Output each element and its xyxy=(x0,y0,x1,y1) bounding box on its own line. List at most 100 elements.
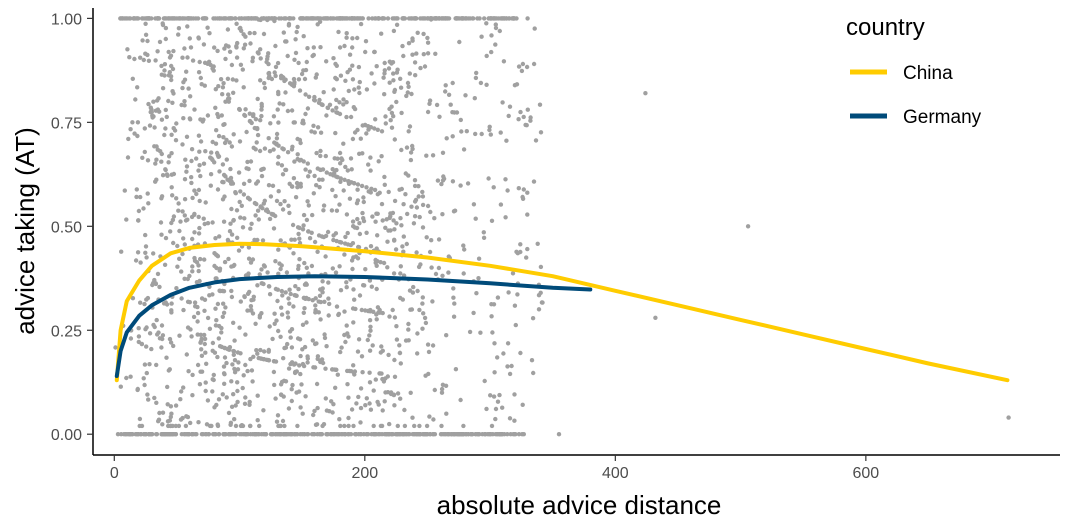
scatter-point xyxy=(309,263,315,269)
scatter-point xyxy=(354,201,360,206)
scatter-point xyxy=(279,288,284,294)
scatter-point xyxy=(319,432,324,437)
scatter-point xyxy=(212,45,217,50)
scatter-point xyxy=(199,347,204,352)
scatter-point xyxy=(187,36,192,41)
scatter-point xyxy=(250,311,256,316)
scatter-point xyxy=(501,351,506,356)
scatter-point xyxy=(208,183,213,188)
scatter-point xyxy=(461,271,466,276)
scatter-point xyxy=(350,306,356,311)
scatter-point xyxy=(334,110,339,115)
scatter-point xyxy=(257,272,262,277)
scatter-point xyxy=(175,243,180,249)
scatter-point xyxy=(458,183,463,188)
scatter-point xyxy=(305,360,310,365)
scatter-point xyxy=(202,332,207,338)
scatter-point xyxy=(337,16,343,21)
scatter-point xyxy=(317,177,322,182)
scatter-point xyxy=(420,189,425,195)
scatter-point xyxy=(217,234,222,239)
scatter-point xyxy=(359,183,365,189)
scatter-point xyxy=(192,107,197,112)
scatter-point xyxy=(278,266,283,272)
scatter-point xyxy=(159,159,164,164)
scatter-point xyxy=(210,157,215,163)
scatter-point xyxy=(141,57,146,63)
scatter-point xyxy=(248,308,253,313)
scatter-point xyxy=(344,100,349,105)
scatter-point xyxy=(455,16,461,21)
scatter-point xyxy=(142,16,148,21)
scatter-point xyxy=(190,236,195,242)
scatter-point xyxy=(189,147,195,152)
scatter-point xyxy=(520,196,526,201)
scatter-point xyxy=(210,389,215,394)
scatter-point xyxy=(296,231,301,237)
scatter-point xyxy=(363,49,368,55)
legend-title: country xyxy=(846,14,925,41)
scatter-point xyxy=(262,146,268,151)
scatter-point xyxy=(152,125,157,130)
scatter-point xyxy=(381,75,386,80)
scatter-point xyxy=(426,349,432,355)
scatter-point xyxy=(473,131,478,137)
scatter-point xyxy=(202,221,207,227)
scatter-point xyxy=(519,68,525,74)
scatter-point xyxy=(256,217,261,222)
scatter-point xyxy=(221,219,227,224)
scatter-point xyxy=(261,263,267,268)
scatter-point xyxy=(297,183,302,188)
scatter-point xyxy=(259,173,265,179)
scatter-point xyxy=(189,180,194,186)
scatter-point xyxy=(383,225,388,230)
scatter-point xyxy=(406,327,411,332)
scatter-point xyxy=(305,161,310,166)
scatter-point xyxy=(318,130,324,135)
scatter-point xyxy=(185,55,190,60)
scatter-point xyxy=(474,70,479,76)
scatter-point xyxy=(181,236,186,241)
scatter-point xyxy=(372,187,378,193)
scatter-point xyxy=(305,199,310,204)
scatter-point xyxy=(162,16,168,21)
scatter-point xyxy=(297,257,302,262)
scatter-point xyxy=(375,127,380,132)
scatter-point xyxy=(425,40,431,45)
scatter-point xyxy=(289,184,295,189)
scatter-point xyxy=(406,84,411,90)
scatter-point xyxy=(290,432,295,437)
scatter-point xyxy=(463,16,469,21)
scatter-point xyxy=(138,55,143,60)
scatter-point xyxy=(291,16,296,21)
scatter-point xyxy=(177,228,182,234)
scatter-point xyxy=(240,67,245,72)
scatter-point xyxy=(217,266,223,271)
scatter-point xyxy=(143,250,148,255)
scatter-point xyxy=(319,357,325,362)
scatter-point xyxy=(310,298,315,303)
scatter-point xyxy=(197,149,202,154)
scatter-point xyxy=(507,16,512,21)
scatter-point xyxy=(213,306,218,311)
scatter-point xyxy=(113,345,118,350)
scatter-point xyxy=(406,173,411,178)
scatter-point xyxy=(321,203,327,208)
scatter-point xyxy=(238,299,243,304)
scatter-point xyxy=(229,404,235,409)
scatter-point xyxy=(181,307,186,313)
scatter-point xyxy=(248,423,253,429)
scatter-point xyxy=(184,164,190,169)
scatter-point xyxy=(385,16,391,21)
scatter-point xyxy=(389,61,394,66)
scatter-point xyxy=(278,334,283,339)
scatter-point xyxy=(128,336,134,341)
scatter-point xyxy=(251,354,256,359)
scatter-point xyxy=(172,128,178,133)
scatter-point xyxy=(410,36,415,41)
scatter-point xyxy=(185,217,190,222)
scatter-point xyxy=(153,161,158,166)
scatter-point xyxy=(119,249,124,254)
scatter-point xyxy=(487,127,492,133)
scatter-point xyxy=(406,16,412,21)
